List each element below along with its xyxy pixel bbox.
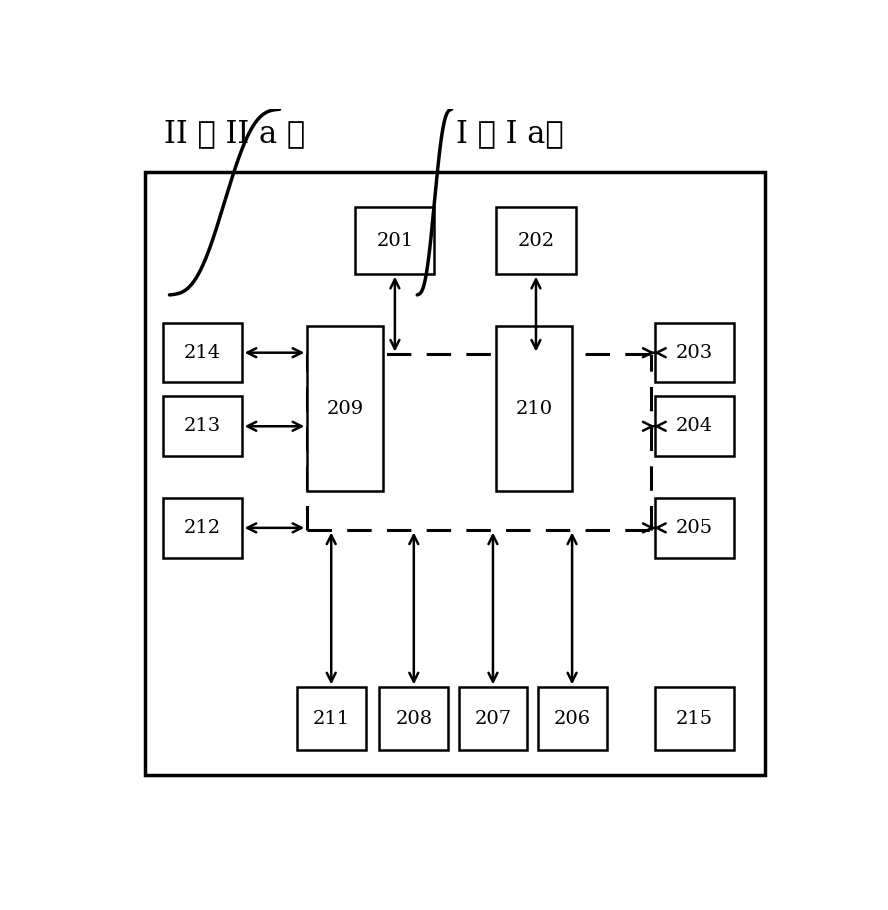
Bar xyxy=(307,327,383,491)
Text: 204: 204 xyxy=(676,418,713,435)
Text: 209: 209 xyxy=(327,399,363,418)
Text: 207: 207 xyxy=(474,710,511,728)
Text: 213: 213 xyxy=(184,418,221,435)
Bar xyxy=(163,397,242,456)
Text: 208: 208 xyxy=(395,710,432,728)
Bar xyxy=(355,207,434,274)
Bar xyxy=(379,687,448,751)
Bar xyxy=(297,687,366,751)
Text: 203: 203 xyxy=(676,344,713,361)
Text: 214: 214 xyxy=(184,344,221,361)
Bar xyxy=(458,687,527,751)
Bar xyxy=(654,687,733,751)
Text: 212: 212 xyxy=(184,519,221,537)
Bar xyxy=(496,207,575,274)
Bar xyxy=(496,327,572,491)
Bar xyxy=(654,397,733,456)
Text: 211: 211 xyxy=(313,710,350,728)
Bar xyxy=(654,323,733,382)
Text: 206: 206 xyxy=(553,710,591,728)
Text: 201: 201 xyxy=(377,231,414,249)
Bar xyxy=(537,687,607,751)
Bar xyxy=(163,323,242,382)
Text: I （ I a）: I （ I a） xyxy=(456,118,564,149)
Bar xyxy=(163,498,242,558)
Text: 202: 202 xyxy=(518,231,554,249)
Text: 210: 210 xyxy=(516,399,553,418)
Text: II （ II a ）: II （ II a ） xyxy=(164,118,305,149)
Text: 205: 205 xyxy=(676,519,713,537)
Bar xyxy=(146,172,765,775)
Bar xyxy=(654,498,733,558)
Text: 215: 215 xyxy=(676,710,713,728)
